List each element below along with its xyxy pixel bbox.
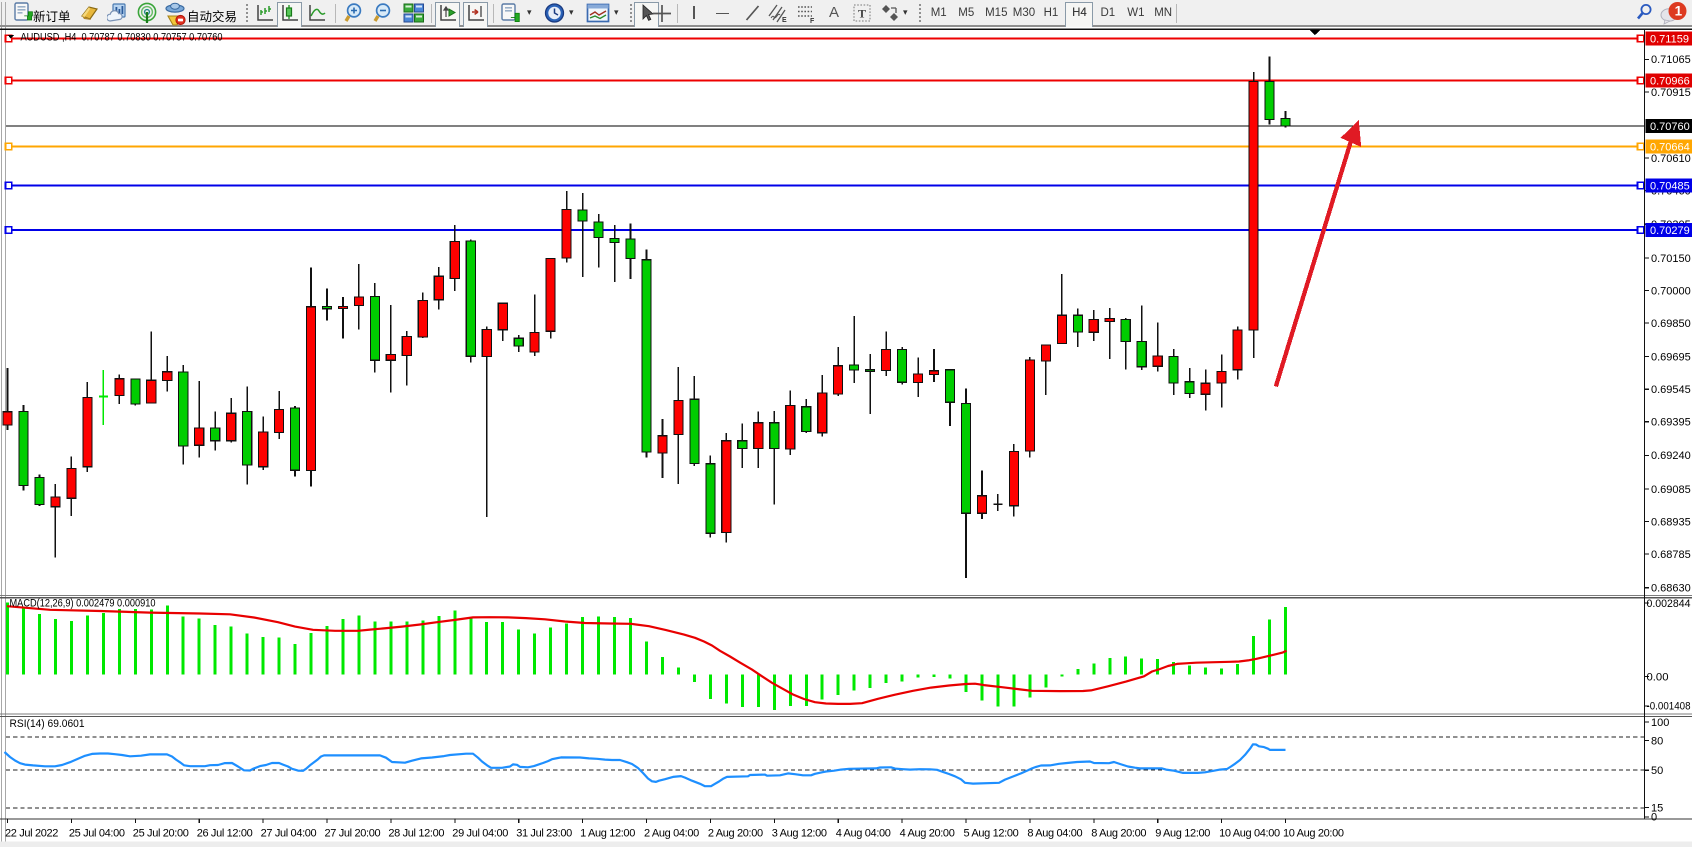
svg-text:0.70966: 0.70966 <box>1650 76 1690 88</box>
svg-text:0.70610: 0.70610 <box>1651 153 1691 165</box>
svg-text:1: 1 <box>1675 4 1683 19</box>
svg-text:MACD(12,26,9) 0.002479 0.00091: MACD(12,26,9) 0.002479 0.000910 <box>10 598 156 610</box>
svg-text:0.70760: 0.70760 <box>1650 121 1690 133</box>
svg-text:27 Jul 20:00: 27 Jul 20:00 <box>325 828 381 840</box>
svg-text:80: 80 <box>1651 735 1663 747</box>
svg-text:15: 15 <box>1651 802 1663 814</box>
svg-text:0.69240: 0.69240 <box>1651 450 1691 462</box>
svg-text:0.002844: 0.002844 <box>1647 598 1691 610</box>
svg-text:0.70279: 0.70279 <box>1650 225 1690 237</box>
svg-text:9 Aug 12:00: 9 Aug 12:00 <box>1155 828 1210 840</box>
svg-text:0.70485: 0.70485 <box>1650 180 1690 192</box>
svg-text:4 Aug 20:00: 4 Aug 20:00 <box>900 828 955 840</box>
svg-text:0: 0 <box>1651 812 1657 824</box>
svg-text:29 Jul 04:00: 29 Jul 04:00 <box>452 828 508 840</box>
svg-text:8 Aug 20:00: 8 Aug 20:00 <box>1091 828 1146 840</box>
svg-text:0.71159: 0.71159 <box>1650 34 1689 46</box>
svg-text:4 Aug 04:00: 4 Aug 04:00 <box>836 828 891 840</box>
svg-text:E: E <box>782 17 787 24</box>
svg-text:AUDUSD ,H4 0.70787 0.70830 0.: AUDUSD ,H4 0.70787 0.70830 0.70757 0.707… <box>21 32 223 44</box>
svg-text:-0.001408: -0.001408 <box>1647 701 1691 713</box>
svg-text:100: 100 <box>1651 717 1669 729</box>
svg-text:0.68785: 0.68785 <box>1651 549 1691 561</box>
svg-text:22 Jul 2022: 22 Jul 2022 <box>5 828 58 840</box>
svg-text:2 Aug 04:00: 2 Aug 04:00 <box>644 828 699 840</box>
svg-text:0.69850: 0.69850 <box>1651 318 1691 330</box>
svg-text:3 Aug 12:00: 3 Aug 12:00 <box>772 828 827 840</box>
svg-text:10 Aug 20:00: 10 Aug 20:00 <box>1283 828 1344 840</box>
svg-text:0.00: 0.00 <box>1647 671 1669 683</box>
svg-text:10 Aug 04:00: 10 Aug 04:00 <box>1219 828 1280 840</box>
svg-text:27 Jul 04:00: 27 Jul 04:00 <box>261 828 317 840</box>
svg-text:0.70664: 0.70664 <box>1650 141 1690 153</box>
svg-text:2 Aug 20:00: 2 Aug 20:00 <box>708 828 763 840</box>
svg-text:50: 50 <box>1651 765 1663 777</box>
svg-text:0.71065: 0.71065 <box>1651 54 1691 66</box>
svg-text:F: F <box>810 18 815 24</box>
svg-text:25 Jul 20:00: 25 Jul 20:00 <box>133 828 189 840</box>
svg-text:0.70000: 0.70000 <box>1651 285 1691 297</box>
svg-text:5 Aug 12:00: 5 Aug 12:00 <box>964 828 1019 840</box>
svg-text:28 Jul 12:00: 28 Jul 12:00 <box>388 828 444 840</box>
svg-text:0.69545: 0.69545 <box>1651 384 1691 396</box>
svg-text:0.68935: 0.68935 <box>1651 516 1691 528</box>
svg-text:0.70150: 0.70150 <box>1651 253 1691 265</box>
svg-text:0.68630: 0.68630 <box>1651 583 1691 595</box>
svg-text:1 Aug 12:00: 1 Aug 12:00 <box>580 828 635 840</box>
svg-text:0.69085: 0.69085 <box>1651 484 1691 496</box>
svg-text:0.70915: 0.70915 <box>1651 87 1691 99</box>
svg-text:31 Jul 23:00: 31 Jul 23:00 <box>516 828 572 840</box>
svg-text:RSI(14) 69.0601: RSI(14) 69.0601 <box>10 718 85 730</box>
svg-text:0.69395: 0.69395 <box>1651 417 1691 429</box>
svg-text:T: T <box>858 7 866 21</box>
svg-text:26 Jul 12:00: 26 Jul 12:00 <box>197 828 253 840</box>
svg-text:0.69695: 0.69695 <box>1651 352 1691 364</box>
svg-text:25 Jul 04:00: 25 Jul 04:00 <box>69 828 125 840</box>
svg-text:8 Aug 04:00: 8 Aug 04:00 <box>1027 828 1082 840</box>
